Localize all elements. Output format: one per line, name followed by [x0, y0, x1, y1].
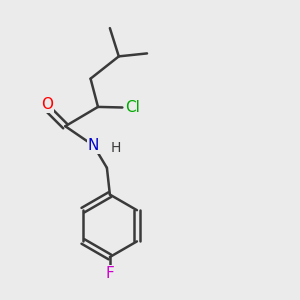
Text: F: F	[106, 266, 114, 281]
Text: Cl: Cl	[125, 100, 140, 115]
Text: N: N	[88, 138, 99, 153]
Text: H: H	[111, 141, 121, 155]
Text: O: O	[41, 97, 53, 112]
